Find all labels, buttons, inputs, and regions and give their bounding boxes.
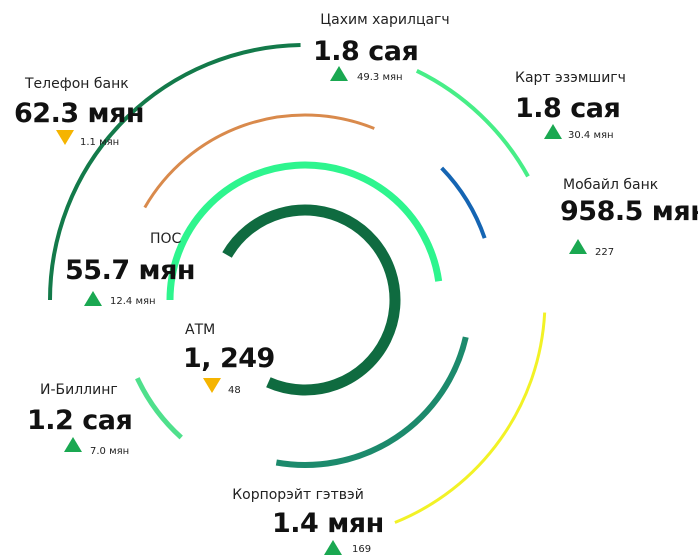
trend-icon — [203, 378, 221, 393]
trend-icon — [330, 66, 348, 81]
trend-icon — [324, 540, 342, 555]
item-change: 1.1 мян — [80, 137, 120, 148]
trend-icon — [84, 291, 102, 306]
arc — [143, 113, 375, 209]
item-change: 30.4 мян — [568, 130, 614, 141]
item-value: 1.4 мян — [272, 508, 384, 539]
item-label: И-Биллинг — [40, 382, 118, 398]
arc — [222, 204, 401, 396]
item-value: 62.3 мян — [14, 98, 145, 129]
item-value: 958.5 мян — [560, 196, 698, 227]
arc — [415, 69, 530, 178]
item-change: 48 — [228, 385, 241, 396]
arc — [394, 312, 547, 524]
arc — [135, 377, 183, 440]
item-change: 227 — [595, 247, 615, 258]
item-label: ПОС — [150, 231, 182, 247]
item-change: 169 — [352, 544, 372, 555]
arc — [166, 161, 443, 301]
arc — [440, 166, 487, 239]
item-value: 1.8 сая — [515, 93, 621, 124]
trend-icon — [64, 437, 82, 452]
item-label: Цахим харилцагч — [320, 12, 450, 28]
item-label: Телефон банк — [25, 76, 129, 92]
item-label: АТМ — [185, 322, 216, 338]
item-value: 1.2 сая — [27, 405, 133, 436]
item-value: 1.8 сая — [313, 36, 419, 67]
item-change: 12.4 мян — [110, 296, 156, 307]
trend-icon — [569, 239, 587, 254]
item-value: 1, 249 — [183, 343, 275, 374]
trend-icon — [544, 124, 562, 139]
item-value: 55.7 мян — [65, 255, 196, 286]
item-label: Корпорэйт гэтвэй — [232, 487, 364, 503]
trend-icon — [56, 130, 74, 145]
item-label: Мобайл банк — [563, 177, 659, 193]
arc — [275, 336, 469, 468]
item-change: 7.0 мян — [90, 446, 130, 457]
item-label: Карт эзэмшигч — [515, 70, 626, 86]
arc — [48, 43, 301, 301]
item-change: 49.3 мян — [357, 72, 403, 83]
